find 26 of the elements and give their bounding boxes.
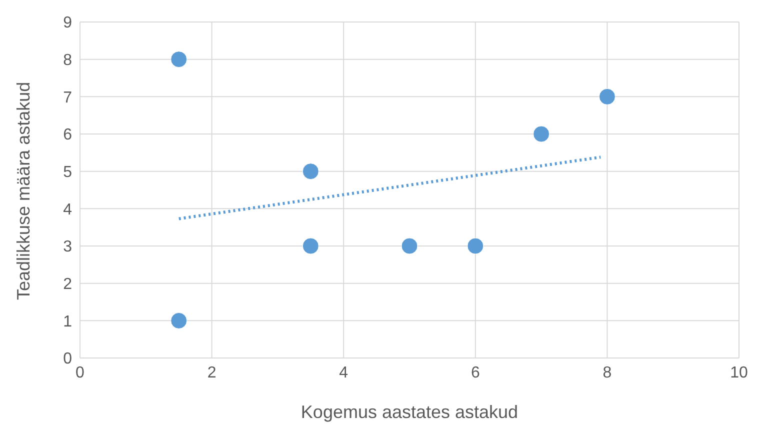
x-tick-label: 8 [602,364,612,382]
y-tick-label: 3 [63,238,72,256]
y-tick-label: 6 [63,126,72,144]
y-tick-label: 7 [63,89,72,106]
point [467,238,484,254]
x-tick-label: 0 [76,364,85,382]
point [170,51,188,68]
x-tick-label: 4 [339,364,348,382]
x-axis-title: Kogemus aastates astakud [300,402,518,422]
y-tick-label: 2 [63,276,72,294]
y-tick-label: 0 [63,350,72,368]
point [302,163,319,180]
y-tick-label: 4 [63,201,72,218]
y-tick-label: 8 [63,52,72,70]
point [533,126,550,142]
point [170,312,188,329]
y-axis-title: Teadlikkuse määra astakud [13,82,34,300]
y-tick-label: 1 [63,313,72,330]
y-tick-label: 5 [63,164,72,182]
x-tick-label: 10 [730,364,748,382]
y-tick-label: 9 [63,14,72,32]
x-tick-label: 6 [470,364,480,382]
point [302,238,319,254]
point [598,88,616,105]
point [401,238,418,254]
x-tick-label: 2 [207,364,216,382]
